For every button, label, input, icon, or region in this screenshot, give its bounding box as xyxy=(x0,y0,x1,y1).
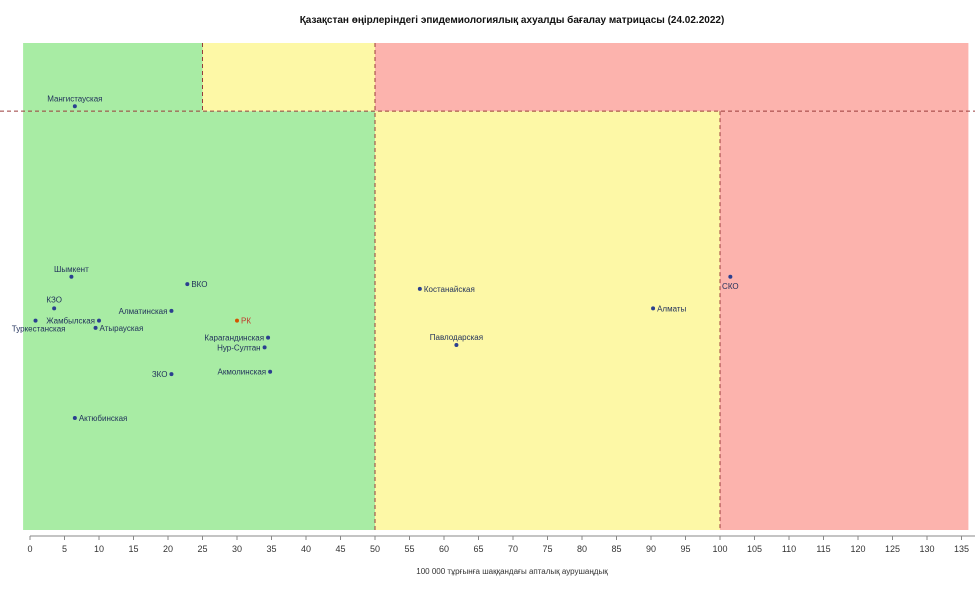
x-tick-label: 105 xyxy=(747,544,762,554)
x-tick-label: 15 xyxy=(128,544,138,554)
point xyxy=(72,415,77,420)
x-tick-label: 135 xyxy=(954,544,969,554)
point xyxy=(268,369,273,374)
point-label: СКО xyxy=(722,282,739,291)
zone-1 xyxy=(375,111,720,531)
point-label: Шымкент xyxy=(54,265,89,274)
x-tick-label: 65 xyxy=(473,544,483,554)
point xyxy=(97,318,101,323)
point-label: ВКО xyxy=(191,280,207,289)
point-label: КЗО xyxy=(46,295,62,304)
x-tick-label: 5 xyxy=(62,544,67,554)
x-tick-label: 110 xyxy=(782,544,796,554)
x-axis: 0 5 10 15 20 25 30 35 40 45 50 55 60 65 70 75 80 85 90 95 10… xyxy=(27,535,975,554)
point-label: Акмолинская xyxy=(217,368,266,377)
x-tick-label: 80 xyxy=(577,544,587,554)
point xyxy=(266,335,271,340)
point-label: Алматы xyxy=(657,304,686,313)
x-axis-label: 100 000 тұрғынға шаққандағы апталық ауру… xyxy=(416,567,608,576)
x-tick-label: 120 xyxy=(850,544,865,554)
point-label: Нур-Султан xyxy=(217,343,261,352)
zone-2 xyxy=(720,111,969,531)
point xyxy=(169,308,174,313)
point xyxy=(185,282,190,287)
x-tick-label: 0 xyxy=(27,544,32,554)
point-label: Атырауская xyxy=(100,324,144,333)
point-label: Павлодарская xyxy=(430,333,483,342)
zone-3 xyxy=(23,43,203,112)
x-tick-label: 115 xyxy=(816,544,830,554)
point xyxy=(417,286,422,291)
zone-0 xyxy=(23,111,375,531)
x-tick-label: 35 xyxy=(266,544,276,554)
point-label: Карагандинская xyxy=(204,334,264,343)
x-tick-label: 70 xyxy=(508,544,518,554)
point-label: Алматинская xyxy=(119,307,168,316)
point xyxy=(728,274,733,279)
point xyxy=(262,345,267,350)
point xyxy=(52,306,57,311)
x-tick-label: 50 xyxy=(370,544,380,554)
point xyxy=(169,372,174,377)
point-label: Туркестанская xyxy=(12,325,66,334)
point-label: Актюбинская xyxy=(79,414,128,423)
point xyxy=(235,318,239,323)
risk-zones xyxy=(23,43,969,531)
point-label: Костанайская xyxy=(424,285,475,294)
x-tick-label: 20 xyxy=(163,544,173,554)
x-tick-label: 90 xyxy=(646,544,656,554)
x-tick-label: 30 xyxy=(232,544,242,554)
point xyxy=(69,274,74,279)
x-tick-label: 60 xyxy=(439,544,449,554)
point-label: Мангистауская xyxy=(47,94,102,103)
data-points: Мангистауская Шымкент ВКО КЗО Алматинская Жам… xyxy=(12,94,739,423)
x-tick-label: 10 xyxy=(94,544,104,554)
x-tick-label: 85 xyxy=(611,544,621,554)
x-tick-label: 95 xyxy=(680,544,690,554)
x-tick-label: 125 xyxy=(885,544,900,554)
x-tick-label: 130 xyxy=(919,544,934,554)
x-tick-label: 45 xyxy=(335,544,345,554)
zone-5 xyxy=(375,43,969,112)
point-label: РК xyxy=(241,317,251,326)
point-label: ЗКО xyxy=(152,370,168,379)
x-tick-label: 25 xyxy=(197,544,207,554)
x-tick-label: 55 xyxy=(404,544,414,554)
x-tick-label: 40 xyxy=(301,544,311,554)
x-tick-label: 100 xyxy=(712,544,727,554)
point xyxy=(72,104,77,109)
point xyxy=(454,342,459,347)
point-label: Жамбылская xyxy=(46,317,95,326)
threshold-lines xyxy=(0,43,975,530)
chart-title: Қазақстан өңірлеріндегі эпидемиологиялық… xyxy=(300,14,725,26)
point xyxy=(651,306,656,311)
x-tick-label: 75 xyxy=(542,544,552,554)
point xyxy=(33,318,38,323)
point xyxy=(93,325,98,330)
zone-4 xyxy=(202,43,375,112)
